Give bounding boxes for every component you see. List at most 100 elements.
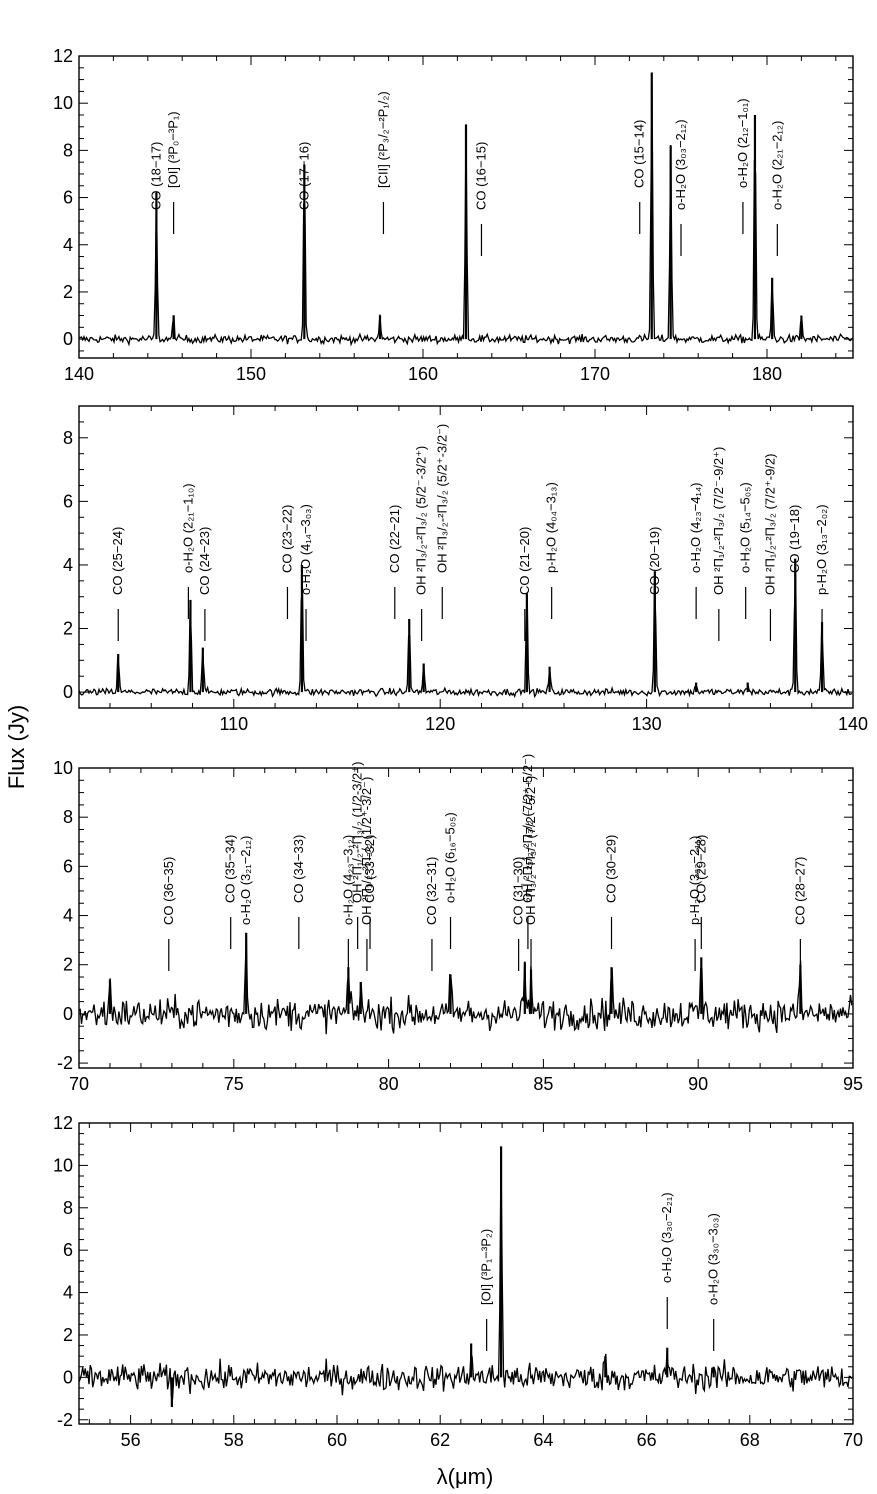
y-tick-label: 0 [63, 1367, 73, 1387]
line-id-label: CO (20−19) [647, 527, 662, 595]
x-tick-label: 110 [219, 714, 248, 734]
y-tick-label: 12 [53, 1113, 73, 1133]
line-id-label: p-H₂O (3₂₂−2₁₁) [687, 836, 702, 925]
x-tick-label: 75 [224, 1074, 244, 1094]
x-tick-label: 56 [121, 1430, 141, 1450]
line-id-label: CO (15−14) [632, 120, 647, 188]
line-id-label: o-H₂O (2₁₂−1₀₁) [735, 98, 750, 188]
line-id-label: p-H₂O (3₁₃−2₀₂) [814, 504, 829, 595]
y-tick-label: 10 [53, 758, 73, 778]
y-tick-label: 0 [63, 329, 73, 349]
y-tick-label: 8 [63, 428, 73, 448]
line-id-label: CO (25−24) [110, 527, 125, 595]
line-id-label: OH ²Π₁/₂-²Π₃/₂ (1/2⁺-3/2⁻) [359, 777, 374, 925]
spectrum-trace [78, 935, 853, 1035]
line-id-label: CO (19−18) [787, 505, 802, 573]
y-tick-label: 6 [63, 1240, 73, 1260]
y-tick-label: 2 [63, 1325, 73, 1345]
line-id-label: CO (34−33) [291, 835, 306, 903]
x-tick-label: 140 [64, 364, 94, 384]
line-id-label: OH ²Π₃/₂-²Π₃/₂ (7/2⁺-5/2⁻) [520, 754, 535, 903]
y-tick-label: 6 [63, 491, 73, 511]
y-tick-label: 10 [53, 1155, 73, 1175]
line-id-label: [CII] (²P₃/₂−²P₁/₂) [375, 91, 390, 188]
y-tick-label: 12 [53, 46, 73, 66]
line-id-label: o-H₂O (2₂₁−1₁₀) [180, 483, 195, 573]
line-id-label: o-H₂O (3₃₀−3₀₃) [706, 1213, 721, 1305]
line-id-label: CO (29−28) [693, 835, 708, 903]
x-tick-label: 85 [533, 1074, 553, 1094]
line-id-label: o-H₂O (4₂₃−3₁₂) [340, 835, 355, 925]
line-id-label: p-H₂O (4₀₄−3₁₃) [544, 482, 559, 573]
line-id-label: CO (24−23) [197, 527, 212, 595]
x-tick-label: 90 [688, 1074, 708, 1094]
line-id-label: o-H₂O (3₀₃−2₁₂) [673, 119, 688, 210]
y-tick-label: 8 [63, 140, 73, 160]
line-id-label: o-H₂O (4₁₄−3₀₃) [298, 504, 313, 595]
line-id-label: [OI] (³P₀−³P₁) [166, 111, 181, 188]
line-id-label: CO (21−20) [517, 527, 532, 595]
x-tick-label: 150 [236, 364, 266, 384]
y-axis-title: Flux (Jy) [4, 705, 29, 789]
x-tick-label: 68 [740, 1430, 760, 1450]
y-tick-label: 0 [63, 682, 73, 702]
line-id-label: OH ²Π₁/₂-²Π₃/₂ (7/2⁺-9/2) [762, 454, 777, 595]
x-tick-label: 170 [580, 364, 610, 384]
x-tick-label: 70 [69, 1074, 89, 1094]
x-tick-label: 60 [327, 1430, 347, 1450]
line-id-label: [OI] (³P₁−³P₂) [479, 1229, 494, 1305]
x-tick-label: 180 [752, 364, 782, 384]
y-tick-label: -2 [57, 1053, 73, 1073]
y-tick-label: 4 [63, 1283, 73, 1303]
y-tick-label: 2 [63, 282, 73, 302]
line-id-label: o-H₂O (3₃₀−2₂₁) [659, 1192, 674, 1283]
line-id-label: CO (32−31) [424, 857, 439, 925]
x-tick-label: 62 [430, 1430, 450, 1450]
line-id-label: OH ²Π₁/₂-²Π₃/₂ (1/2-3/2⁺) [350, 762, 365, 903]
line-id-label: o-H₂O (6₁₆−5₀₅) [443, 812, 458, 903]
line-id-label: CO (28−27) [792, 857, 807, 925]
y-tick-label: 4 [63, 906, 73, 926]
y-tick-label: 8 [63, 1198, 73, 1218]
x-tick-label: 120 [425, 714, 455, 734]
spectrum-panel-2: 110 120 130 140 0 2 4 6 8 CO (25−24) o-H₂O (2₂₁−1₁… [63, 405, 868, 734]
x-tick-label: 70 [843, 1430, 863, 1450]
x-tick-label: 64 [533, 1430, 553, 1450]
line-id-label: OH ²Π₃/₂-²Π₃/₂ (5/2⁺-3/2⁻) [434, 424, 449, 573]
line-id-label: CO (36−35) [161, 857, 176, 925]
line-id-label: o-H₂O (3₂₁−2₁₂) [238, 836, 253, 925]
y-tick-label: 0 [63, 1004, 73, 1024]
y-tick-label: 2 [63, 955, 73, 975]
x-axis-title: λ(μm) [437, 1464, 494, 1489]
x-tick-label: 130 [632, 714, 662, 734]
line-id-label: o-H₂O (5₁₄−5₀₅) [738, 482, 753, 573]
plot-frame [78, 55, 854, 359]
y-tick-label: -2 [57, 1410, 73, 1430]
line-id-label: CO (30−29) [604, 835, 619, 903]
spectrum-trace [78, 1150, 853, 1400]
x-tick-label: 66 [637, 1430, 657, 1450]
line-id-label: OH ²Π₃/₂-²Π₃/₂ (5/2⁻-3/2⁺) [414, 446, 429, 595]
x-tick-label: 58 [224, 1430, 244, 1450]
line-id-label: OH ²Π₁/₂-²Π₃/₂ (7/2⁻-9/2⁺) [711, 447, 726, 595]
line-id-label: CO (17−16) [296, 142, 311, 210]
line-id-label: OH ²Π₃/₂-²Π₃/₂ (7/2⁻-5/2⁺) [523, 776, 538, 925]
x-tick-label: 95 [843, 1074, 863, 1094]
spectrum-trace [78, 571, 853, 699]
plot-frame [78, 1122, 854, 1425]
line-id-label: CO (33−32) [362, 835, 377, 903]
line-id-label: CO (23−22) [279, 505, 294, 573]
y-tick-label: 10 [53, 93, 73, 113]
line-id-label: o-H₂O (4₂₃−4₁₄) [688, 483, 703, 573]
x-tick-label: 160 [408, 364, 438, 384]
line-id-label: CO (18−17) [148, 142, 163, 210]
y-tick-label: 6 [63, 188, 73, 208]
x-tick-label: 80 [379, 1074, 399, 1094]
y-tick-label: 4 [63, 555, 73, 575]
y-tick-label: 8 [63, 807, 73, 827]
line-id-label: CO (16−15) [473, 142, 488, 210]
x-tick-label: 140 [838, 714, 868, 734]
line-id-label: CO (22−21) [387, 505, 402, 573]
y-tick-label: 2 [63, 619, 73, 639]
